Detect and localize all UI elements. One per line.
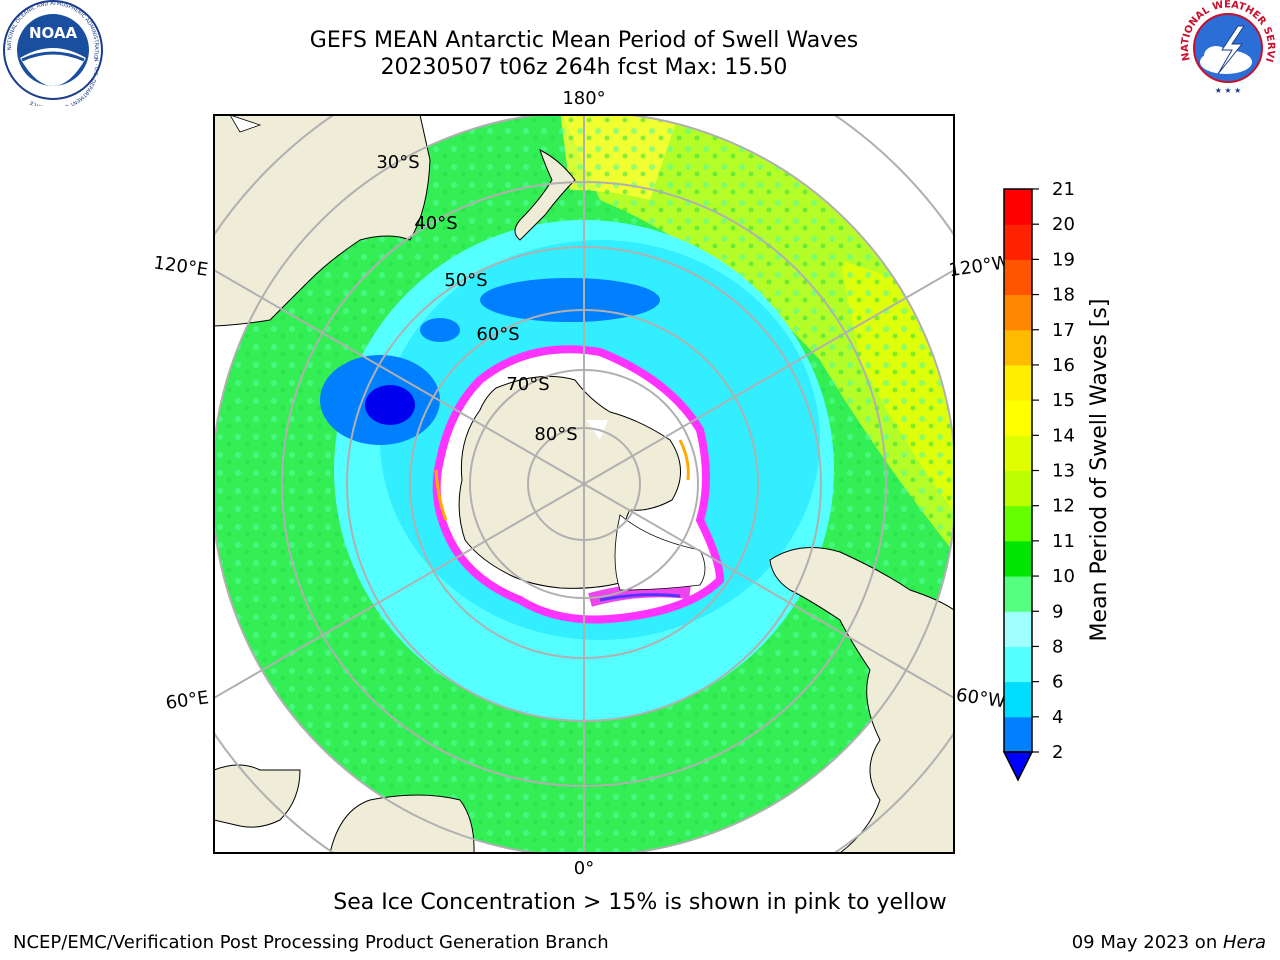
colorbar-segment [1004, 716, 1032, 753]
colorbar-tick-label: 10 [1052, 566, 1075, 587]
noaa-logo-icon: NOAA NATIONAL OCEANIC AND ATMOSPHERIC AD… [3, 0, 103, 106]
chart-title: GEFS MEAN Antarctic Mean Period of Swell… [309, 28, 859, 53]
colorbar-segment [1004, 576, 1032, 612]
sea-ice-caption: Sea Ice Concentration > 15% is shown in … [333, 890, 947, 915]
map-frame [213, 114, 955, 854]
colorbar-tick-label: 18 [1052, 285, 1075, 306]
colorbar-segment [1004, 259, 1032, 296]
noaa-logo-text: NOAA [29, 24, 78, 42]
colorbar-segment [1004, 329, 1032, 366]
colorbar-tick-label: 8 [1052, 636, 1063, 657]
colorbar-segment [1004, 400, 1032, 436]
colorbar-segment [1004, 294, 1032, 331]
lon-label-180: 180° [562, 88, 605, 109]
colorbar-segment [1004, 646, 1032, 683]
south-america-land [769, 547, 954, 853]
lat-label-40s: 40°S [414, 213, 457, 234]
colorbar-segment [1004, 224, 1032, 260]
svg-text:★ ★ ★: ★ ★ ★ [1215, 86, 1242, 95]
colorbar-tick-label: 20 [1052, 214, 1075, 235]
lat-label-50s: 50°S [444, 270, 487, 291]
graticule [214, 115, 954, 853]
chart-subtitle: 20230507 t06z 264h fcst Max: 15.50 [380, 55, 788, 80]
lat-label-60s: 60°S [476, 324, 519, 345]
footer-date-text: 09 May 2023 on [1071, 932, 1223, 953]
africa-land [214, 764, 301, 828]
lat-label-80s: 80°S [534, 424, 577, 445]
colorbar-tick-label: 14 [1052, 425, 1075, 446]
colorbar-tick-label: 21 [1052, 179, 1075, 200]
footer-date: 09 May 2023 on Hera [1072, 932, 1266, 953]
colorbar-segment [1004, 611, 1032, 647]
colorbar-tick-label: 4 [1052, 707, 1063, 728]
colorbar-tick-label: 16 [1052, 355, 1075, 376]
colorbar-tick-label: 6 [1052, 672, 1063, 693]
colorbar-extend-min [1002, 751, 1034, 782]
colorbar-tick-label: 11 [1052, 531, 1075, 552]
footer-credit: NCEP/EMC/Verification Post Processing Pr… [13, 932, 609, 953]
colorbar-tick-label: 17 [1052, 320, 1075, 341]
map-area [214, 115, 954, 853]
colorbar-segment [1004, 540, 1032, 577]
new-zealand-land [514, 149, 576, 241]
colorbar-segment [1004, 189, 1032, 225]
colorbar-tick-label: 2 [1052, 742, 1063, 763]
colorbar-label: Mean Period of Swell Waves [s] [1087, 299, 1112, 642]
lat-label-30s: 30°S [376, 152, 419, 173]
lat-label-70s: 70°S [506, 374, 549, 395]
footer-machine: Hera [1222, 932, 1266, 953]
colorbar-tick-label: 12 [1052, 496, 1075, 517]
colorbar-tick-label: 19 [1052, 249, 1075, 270]
lon-label-0: 0° [574, 858, 594, 879]
colorbar-segment [1004, 505, 1032, 542]
colorbar-segment [1004, 470, 1032, 507]
colorbar-segment [1004, 435, 1032, 471]
colorbar-segment [1004, 681, 1032, 718]
colorbar-tick-label: 9 [1052, 601, 1063, 622]
nws-logo-icon: NATIONAL WEATHER SERVICE ★ ★ ★ [1176, 0, 1276, 96]
colorbar-tick-label: 13 [1052, 461, 1075, 482]
colorbar-segment [1004, 364, 1032, 401]
colorbar-tick-label: 15 [1052, 390, 1075, 411]
